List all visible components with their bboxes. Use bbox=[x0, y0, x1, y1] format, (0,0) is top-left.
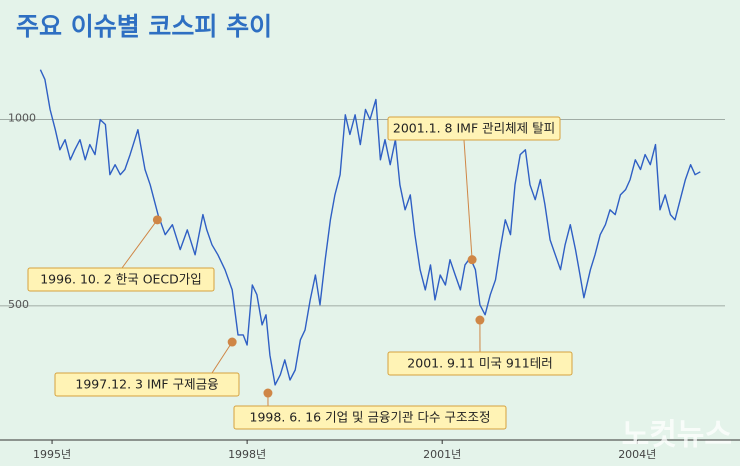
annotation-text: 1998. 6. 16 기업 및 금융기관 다수 구조조정 bbox=[250, 410, 491, 425]
annotation-dot bbox=[263, 388, 273, 398]
annotation-leader bbox=[211, 341, 233, 374]
annotation-box bbox=[387, 116, 561, 141]
kospi-line bbox=[39, 69, 701, 386]
annotation-text: 2001.1. 8 IMF 관리체제 탈피 bbox=[393, 121, 555, 136]
annotation-dot bbox=[467, 255, 477, 265]
annotation-dot bbox=[227, 337, 237, 347]
annotation-leader bbox=[463, 139, 473, 260]
annotation-text: 2001. 9.11 미국 911테러 bbox=[407, 356, 552, 371]
x-tick-label: 2004년 bbox=[618, 448, 656, 461]
y-tick-label: 500 bbox=[8, 298, 29, 311]
annotation-text: 1997.12. 3 IMF 구제금융 bbox=[75, 377, 218, 392]
y-tick-label: 1000 bbox=[8, 112, 36, 125]
annotation-leader bbox=[121, 219, 158, 269]
watermark: 노컷뉴스 bbox=[622, 418, 732, 453]
x-tick-label: 1998년 bbox=[228, 448, 266, 461]
annotation-box bbox=[27, 267, 215, 292]
x-tick-label: 2001년 bbox=[423, 448, 461, 461]
annotation-dot bbox=[475, 315, 485, 325]
annotation-text: 1996. 10. 2 한국 OECD가입 bbox=[40, 272, 202, 287]
chart-title: 주요 이슈별 코스피 추이 bbox=[16, 12, 272, 41]
x-tick-label: 1995년 bbox=[33, 448, 71, 461]
annotation-box bbox=[387, 351, 573, 376]
annotation-box bbox=[233, 405, 507, 430]
annotation-box bbox=[54, 372, 240, 397]
annotation-dot bbox=[152, 215, 162, 225]
